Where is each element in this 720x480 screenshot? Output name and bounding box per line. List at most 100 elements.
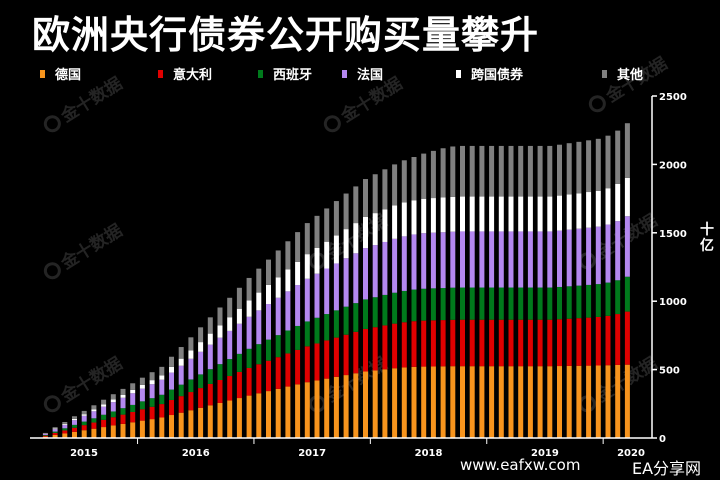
- bar-segment: [91, 422, 97, 429]
- bar-segment: [363, 216, 368, 249]
- bar-segment: [62, 424, 68, 429]
- bar-segment: [52, 431, 58, 433]
- bar-segment: [52, 432, 58, 435]
- bar-segment: [333, 201, 339, 236]
- bar-segment: [508, 231, 514, 288]
- bar-segment: [469, 231, 475, 288]
- bar-segment: [566, 194, 572, 230]
- bar-segment: [52, 428, 58, 430]
- bar-segment: [304, 254, 310, 279]
- bar-segment: [42, 435, 48, 437]
- bar-segment: [615, 314, 621, 365]
- bar-segment: [275, 277, 281, 298]
- bar-segment: [353, 303, 359, 332]
- bar-segment: [81, 425, 87, 431]
- svg-text:金十数据: 金十数据: [336, 73, 406, 127]
- bar-segment: [198, 342, 204, 352]
- bar-segment: [537, 366, 543, 438]
- bar-segment: [304, 223, 310, 255]
- bar-segment: [285, 386, 291, 438]
- bar-segment: [547, 319, 553, 367]
- bar-segment: [81, 430, 87, 438]
- bar-segment: [159, 417, 165, 438]
- bar-segment: [479, 231, 485, 288]
- bar-segment: [557, 144, 562, 196]
- bar-segment: [469, 319, 475, 367]
- bar-segment: [110, 399, 116, 403]
- x-tick-label: 2020: [617, 448, 645, 459]
- bar-segment: [479, 145, 485, 197]
- bar-segment: [91, 428, 97, 438]
- legend-label-supranational: 跨国债券: [471, 68, 524, 83]
- bar-segment: [101, 427, 107, 438]
- bar-segment: [450, 231, 456, 288]
- bar-segment: [178, 396, 184, 413]
- bar-segment: [236, 287, 242, 309]
- bar-segment: [430, 150, 436, 199]
- bar-segment: [314, 215, 320, 248]
- bar-segment: [91, 409, 97, 412]
- bar-segment: [295, 325, 301, 350]
- bar-segment: [333, 310, 339, 338]
- bar-segment: [139, 377, 145, 385]
- y-axis-unit-label: 十亿: [700, 222, 714, 254]
- bar-segment: [450, 366, 456, 438]
- bar-segment: [489, 366, 495, 438]
- bar-segment: [547, 145, 553, 197]
- bar-segment: [169, 389, 174, 400]
- bar-segment: [430, 232, 436, 289]
- bar-segment: [624, 177, 630, 217]
- bar-segment: [304, 278, 310, 322]
- bar-segment: [246, 277, 252, 301]
- bar-segment: [217, 307, 223, 326]
- legend-item-germany: 德国: [40, 64, 81, 83]
- bar-segment: [207, 333, 213, 345]
- bar-segment: [246, 300, 252, 317]
- bar-segment: [440, 288, 446, 321]
- bar-segment: [392, 238, 398, 293]
- bar-segment: [363, 299, 368, 329]
- bar-segment: [401, 322, 407, 368]
- bar-segment: [411, 321, 417, 367]
- y-tick-label: 0: [659, 434, 666, 445]
- bar-segment: [392, 368, 398, 438]
- bar-segment: [498, 287, 504, 320]
- bar-segment: [566, 143, 572, 195]
- bar-segment: [266, 284, 271, 305]
- bar-segment: [101, 414, 107, 420]
- bar-segment: [372, 245, 378, 298]
- bars-layer: [42, 123, 630, 438]
- bar-segment: [236, 308, 242, 324]
- bar-segment: [518, 287, 524, 320]
- bar-segment: [527, 196, 533, 232]
- bar-segment: [576, 285, 582, 319]
- legend: 德国 意大利 西班牙 法国 跨国债券 其他: [40, 64, 680, 83]
- bar-segment: [72, 427, 77, 432]
- bar-segment: [236, 398, 242, 438]
- bar-segment: [72, 418, 77, 421]
- bar-segment: [324, 378, 330, 438]
- bar-segment: [256, 310, 262, 345]
- bar-segment: [469, 366, 475, 438]
- bar-segment: [440, 320, 446, 367]
- bar-segment: [91, 405, 97, 410]
- bar-segment: [576, 365, 582, 438]
- bar-segment: [401, 367, 407, 438]
- bar-segment: [363, 179, 368, 217]
- bar-segment: [159, 379, 165, 395]
- bar-segment: [333, 235, 339, 264]
- bar-segment: [159, 394, 165, 405]
- svg-text:金十数据: 金十数据: [56, 220, 126, 274]
- bar-segment: [353, 331, 359, 374]
- bar-segment: [246, 367, 252, 396]
- bar-segment: [382, 241, 388, 295]
- bar-segment: [460, 287, 465, 320]
- bar-segment: [159, 366, 165, 376]
- bar-segment: [130, 383, 136, 390]
- bar-segment: [498, 196, 504, 232]
- bar-segment: [275, 250, 281, 278]
- y-tick-label: 500: [659, 366, 680, 377]
- bar-segment: [101, 406, 107, 415]
- bar-segment: [411, 234, 417, 290]
- bar-segment: [149, 406, 155, 420]
